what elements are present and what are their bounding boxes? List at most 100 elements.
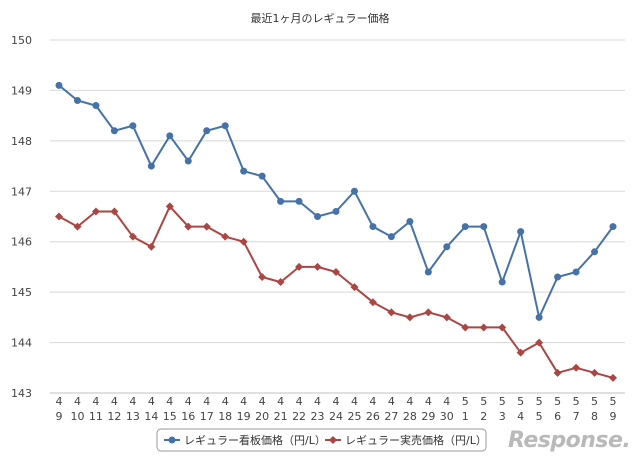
point-s0-1	[73, 97, 81, 105]
x-tick-day-9: 18	[218, 410, 232, 423]
response-logo: Response.	[508, 428, 633, 456]
x-tick-month-6: 4	[166, 395, 173, 408]
x-tick-month-16: 4	[351, 395, 358, 408]
point-s0-10	[240, 167, 248, 175]
x-tick-month-29: 5	[591, 395, 598, 408]
legend-marker-circle	[168, 436, 176, 444]
point-s0-9	[221, 122, 229, 130]
x-tick-month-4: 4	[129, 395, 136, 408]
legend-label-sign-price: レギュラー看板価格（円/L）	[184, 433, 326, 447]
point-s0-21	[443, 243, 451, 251]
x-tick-day-6: 15	[163, 410, 177, 423]
x-tick-month-25: 5	[517, 395, 524, 408]
legend-box	[156, 428, 487, 452]
x-tick-day-12: 21	[274, 410, 288, 423]
x-tick-day-19: 28	[403, 410, 417, 423]
point-s1-30	[609, 373, 617, 382]
x-tick-day-14: 23	[311, 410, 325, 423]
point-s0-14	[314, 213, 322, 220]
point-s1-8	[202, 222, 211, 231]
x-tick-day-26: 5	[536, 410, 543, 423]
point-s0-6	[166, 132, 174, 140]
point-s0-0	[55, 81, 63, 89]
x-tick-month-26: 5	[536, 395, 543, 408]
x-tick-month-27: 5	[554, 395, 561, 408]
point-s0-18	[387, 233, 395, 241]
logo-text: Response.	[508, 428, 631, 453]
x-tick-month-5: 4	[148, 395, 155, 408]
chart-title: 最近1ヶ月のレギュラー価格	[251, 11, 390, 25]
point-s0-23	[480, 223, 488, 231]
x-tick-day-11: 20	[255, 410, 269, 423]
point-s1-22	[461, 323, 470, 332]
point-s0-13	[295, 197, 303, 205]
point-s1-12	[276, 278, 285, 287]
point-s0-26	[535, 313, 543, 321]
y-axis-ticks: 143 144 145 146 147 148 149 150	[11, 34, 32, 400]
point-s1-15	[332, 267, 340, 276]
y-tick-label-148: 148	[11, 135, 32, 148]
x-tick-day-3: 12	[107, 410, 121, 423]
x-tick-day-10: 19	[237, 410, 251, 423]
x-tick-month-11: 4	[259, 395, 266, 408]
x-tick-month-20: 4	[425, 395, 432, 408]
point-s1-16	[350, 283, 359, 292]
x-tick-month-10: 4	[240, 395, 247, 408]
point-s1-9	[221, 232, 230, 241]
x-tick-month-1: 4	[74, 395, 81, 408]
point-s1-25	[516, 348, 525, 357]
legend[interactable]: レギュラー看板価格（円/L） レギュラー実売価格（円/L）	[156, 428, 487, 452]
x-tick-month-17: 4	[369, 395, 376, 408]
x-tick-month-7: 4	[185, 395, 192, 408]
x-tick-day-28: 7	[573, 410, 580, 423]
point-s0-24	[498, 278, 506, 286]
point-s0-25	[517, 228, 525, 236]
series-group	[55, 81, 617, 382]
point-s1-0	[55, 212, 63, 221]
legend-item-actual-price[interactable]: レギュラー実売価格（円/L）	[325, 433, 487, 447]
x-tick-month-8: 4	[203, 395, 210, 408]
point-s0-27	[554, 273, 562, 281]
point-s1-2	[91, 207, 100, 216]
x-tick-day-5: 14	[144, 410, 158, 423]
point-s1-3	[110, 207, 119, 216]
point-s1-1	[73, 222, 82, 231]
x-tick-day-17: 26	[366, 410, 380, 423]
point-s0-19	[406, 218, 414, 226]
legend-marker-diamond	[329, 436, 337, 444]
x-tick-month-3: 4	[111, 395, 118, 408]
point-s0-29	[591, 248, 599, 256]
point-s0-2	[92, 102, 100, 110]
x-tick-month-22: 5	[462, 395, 469, 408]
x-tick-day-24: 3	[499, 410, 506, 423]
x-tick-day-7: 16	[181, 410, 195, 423]
point-s1-7	[184, 222, 193, 231]
x-tick-month-12: 4	[277, 395, 284, 408]
y-tick-label-145: 145	[11, 286, 32, 299]
point-s0-22	[461, 223, 469, 231]
x-tick-day-0: 9	[56, 410, 63, 423]
point-s1-28	[572, 363, 581, 372]
point-s1-23	[479, 323, 488, 332]
point-s0-15	[332, 207, 340, 215]
series-line-0	[58, 84, 614, 319]
y-tick-label-143: 143	[11, 387, 32, 400]
x-tick-day-25: 4	[517, 410, 524, 423]
x-tick-day-16: 25	[347, 410, 361, 423]
x-tick-day-23: 2	[480, 410, 487, 423]
point-s0-12	[277, 197, 285, 205]
x-tick-day-27: 6	[554, 410, 561, 423]
point-s1-21	[442, 313, 451, 322]
point-s1-4	[128, 232, 137, 241]
x-tick-day-21: 30	[440, 410, 454, 423]
point-s1-14	[313, 262, 322, 271]
x-tick-day-22: 1	[462, 410, 469, 423]
point-s0-16	[350, 187, 358, 195]
legend-item-sign-price[interactable]: レギュラー看板価格（円/L）	[164, 433, 326, 447]
x-tick-month-13: 4	[296, 395, 303, 408]
point-s1-26	[535, 338, 544, 347]
y-tick-label-147: 147	[11, 185, 32, 198]
point-s0-4	[129, 122, 137, 130]
point-s0-8	[203, 127, 211, 135]
